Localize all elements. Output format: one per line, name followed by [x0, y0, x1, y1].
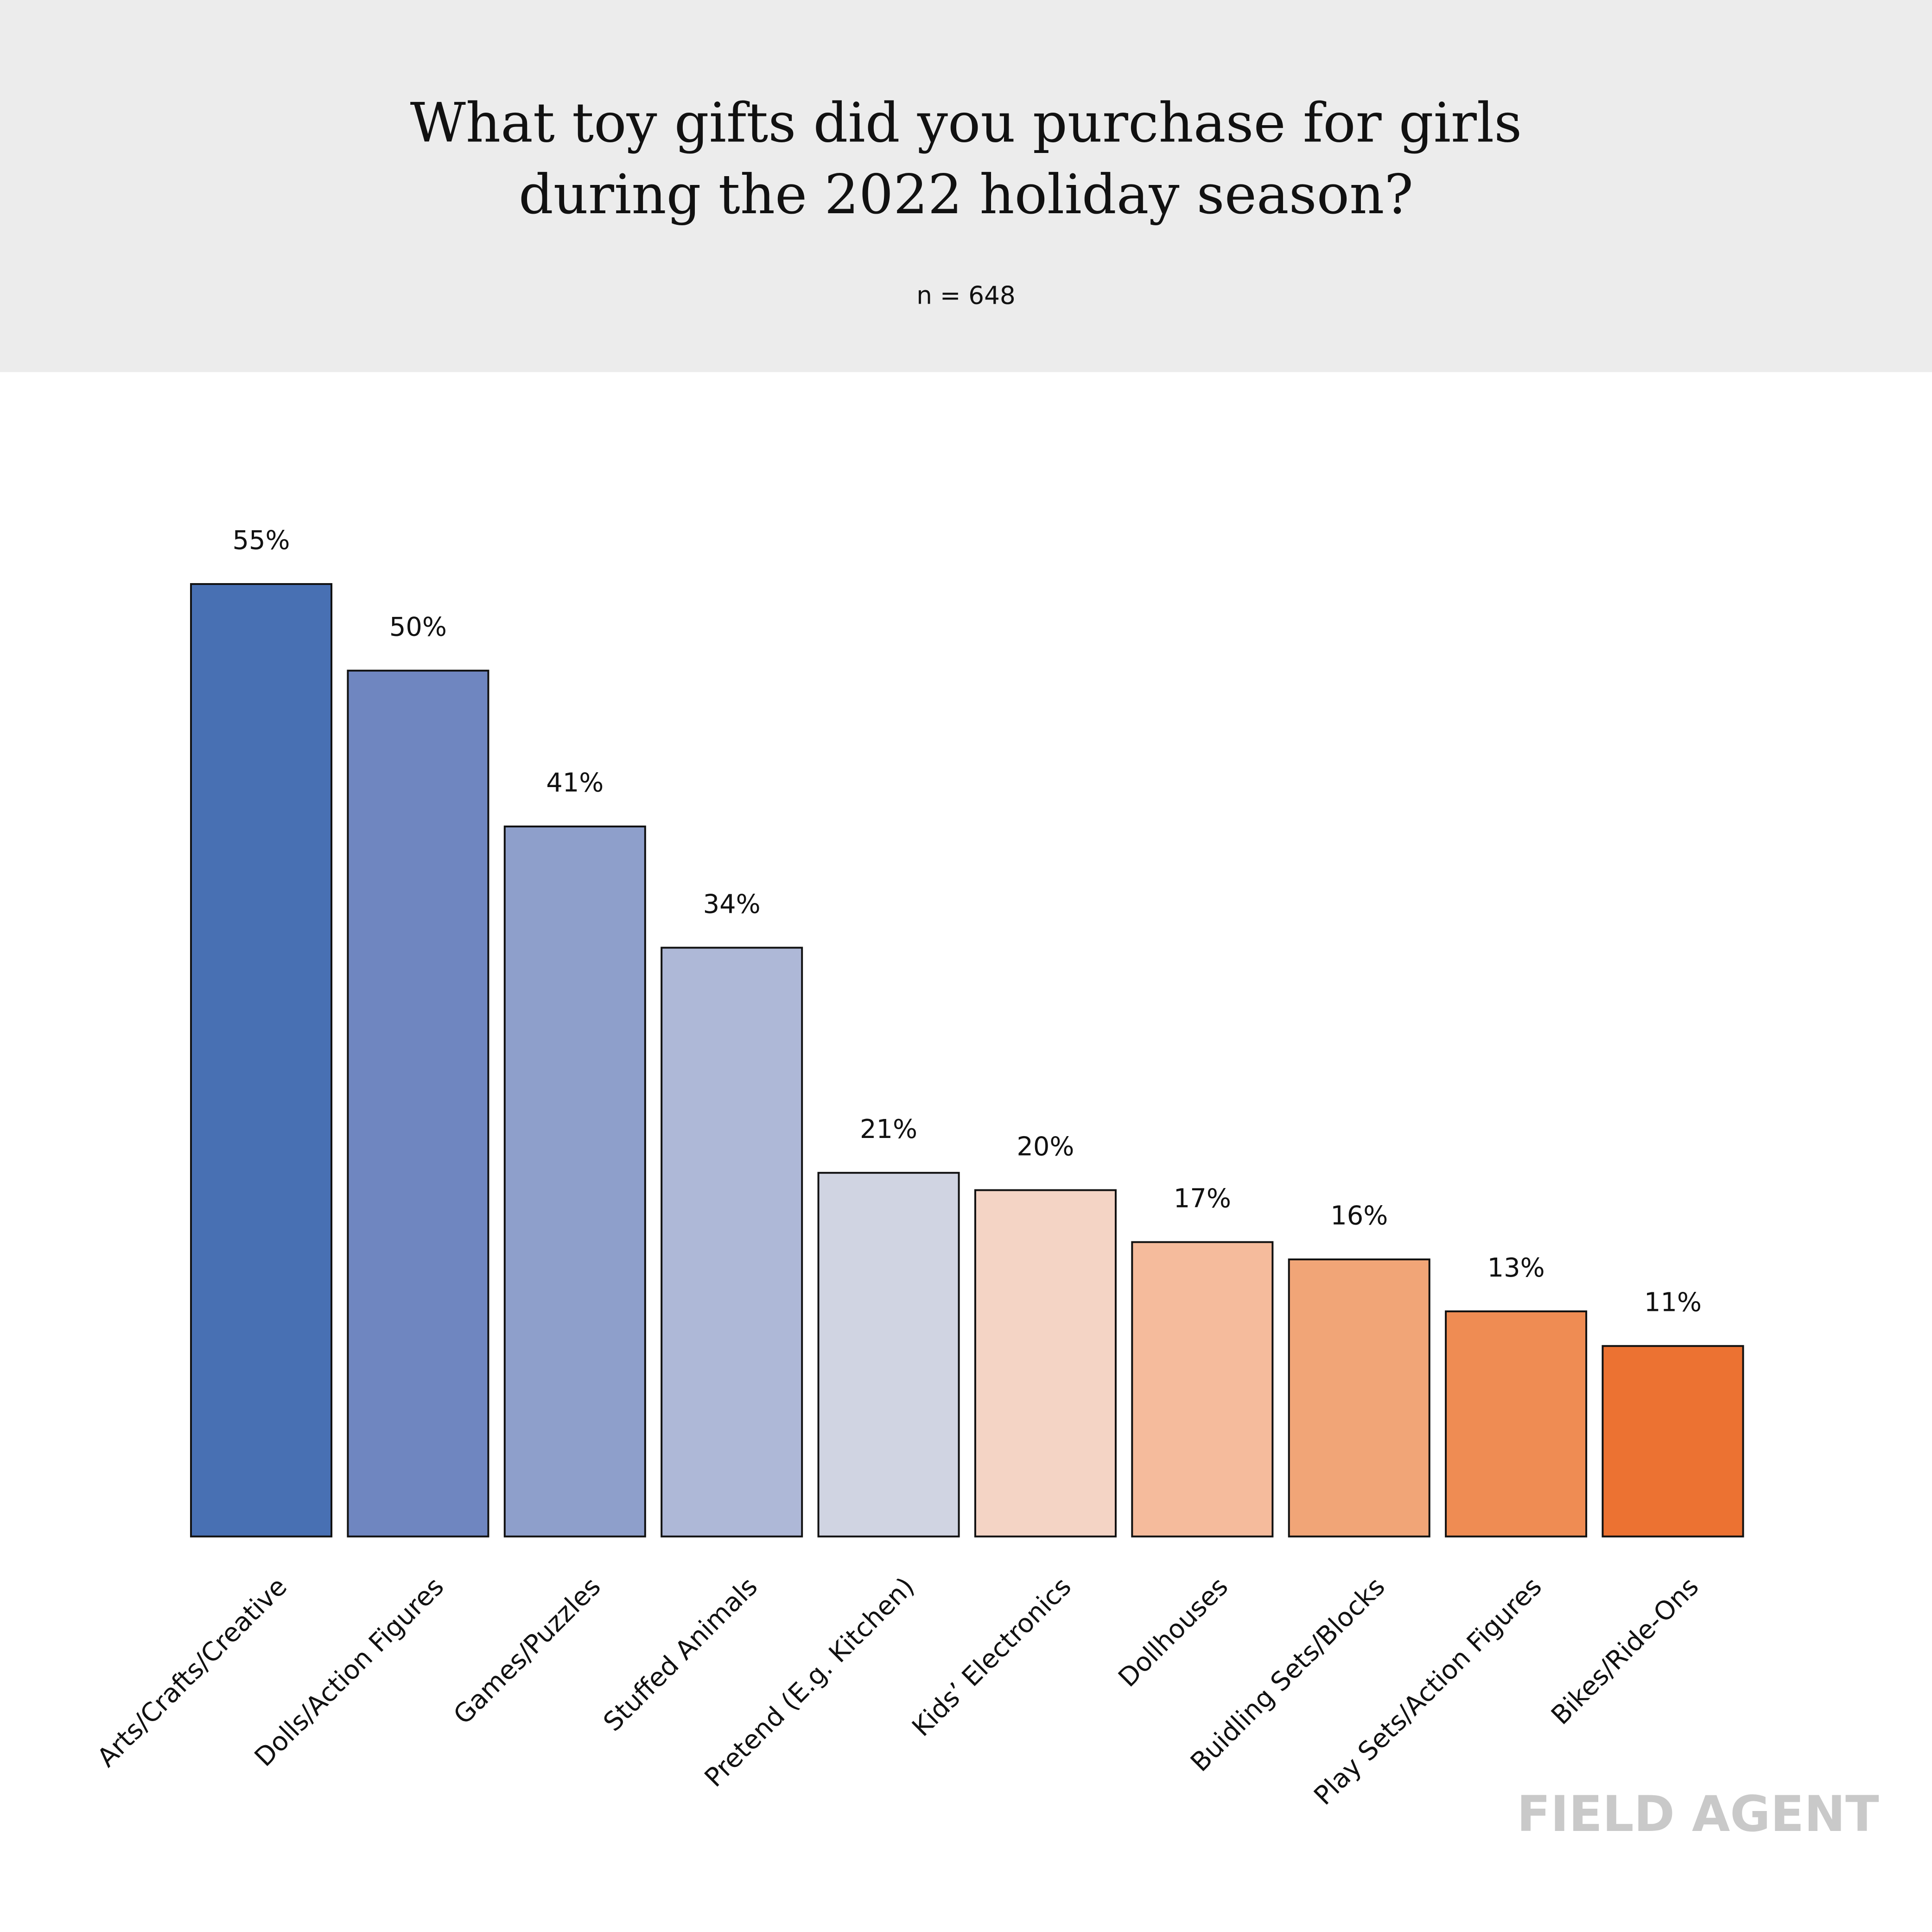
- value-label: 11%: [1644, 1288, 1702, 1318]
- bar: [1288, 1258, 1430, 1538]
- bar: [347, 669, 489, 1538]
- x-tick-label: Dollhouses: [1112, 1571, 1234, 1693]
- value-label: 50%: [389, 612, 447, 642]
- bar: [503, 826, 646, 1538]
- value-label: 21%: [860, 1114, 917, 1144]
- title-box: What toy gifts did you purchase for girl…: [0, 74, 1932, 246]
- x-tick-label: Stuffed Animals: [597, 1571, 763, 1737]
- x-tick-label: Games/Puzzles: [448, 1571, 607, 1730]
- value-label: 13%: [1487, 1253, 1545, 1283]
- chart-subtitle: n = 648: [916, 281, 1015, 310]
- value-label: 41%: [546, 768, 604, 798]
- bar: [1445, 1310, 1588, 1538]
- bar: [1131, 1241, 1274, 1538]
- x-tick-label: Kids’ Electronics: [906, 1571, 1077, 1742]
- bar: [817, 1172, 960, 1538]
- bar: [1602, 1345, 1744, 1538]
- value-label: 20%: [1017, 1131, 1074, 1162]
- bar: [661, 947, 803, 1538]
- bar: [190, 583, 333, 1538]
- value-label: 34%: [703, 889, 761, 919]
- header-background: [0, 0, 1932, 372]
- chart-title: What toy gifts did you purchase for girl…: [410, 92, 1522, 227]
- logo: FIELD AGENT: [1517, 1786, 1879, 1843]
- value-label: 55%: [232, 526, 290, 556]
- value-label: 17%: [1174, 1183, 1231, 1214]
- value-label: 16%: [1330, 1201, 1388, 1231]
- bar: [974, 1189, 1117, 1538]
- x-tick-label: Bikes/Ride-Ons: [1545, 1571, 1704, 1730]
- title-container: What toy gifts did you purchase for girl…: [0, 74, 1932, 246]
